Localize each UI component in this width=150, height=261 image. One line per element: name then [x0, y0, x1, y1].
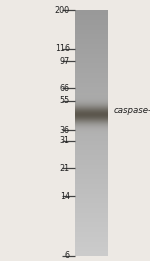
Text: 36: 36	[60, 126, 70, 135]
Text: 14: 14	[60, 192, 70, 201]
Text: 66: 66	[60, 84, 70, 92]
Text: caspase-1: caspase-1	[114, 106, 150, 115]
Text: 97: 97	[60, 57, 70, 66]
Text: 116: 116	[55, 44, 70, 53]
Text: 31: 31	[60, 137, 70, 145]
Text: 200: 200	[55, 6, 70, 15]
Text: 21: 21	[60, 164, 70, 173]
Text: 6: 6	[65, 251, 70, 260]
Text: 55: 55	[60, 96, 70, 105]
